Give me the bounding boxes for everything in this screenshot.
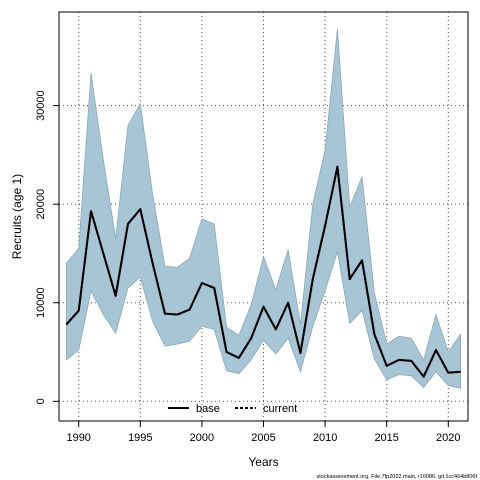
x-axis-title: Years xyxy=(248,455,278,469)
x-tick-label: 1990 xyxy=(66,432,90,444)
confidence-band-area xyxy=(65,28,462,389)
source-footer: stockassessment.org, File.7fp2022.main, … xyxy=(316,474,477,480)
x-tick-label: 2005 xyxy=(251,432,275,444)
y-tick-label: 20000 xyxy=(35,189,47,220)
series-line-current xyxy=(65,165,461,378)
x-tick-label: 2015 xyxy=(374,432,398,444)
x-tick-label: 2000 xyxy=(190,432,214,444)
y-tick-label: 0 xyxy=(35,398,47,404)
y-tick-label: 10000 xyxy=(35,287,47,318)
x-tick-label: 1995 xyxy=(128,432,152,444)
legend: base current xyxy=(168,403,297,415)
legend-label-base: base xyxy=(196,403,220,415)
legend-label-current: current xyxy=(263,403,297,415)
y-tick-label: 30000 xyxy=(35,90,47,121)
series-lines xyxy=(65,165,461,378)
y-axis: 0 10000 20000 30000 xyxy=(35,90,59,404)
x-tick-label: 2010 xyxy=(313,432,337,444)
x-tick-label: 2020 xyxy=(436,432,460,444)
x-axis: 1990 1995 2000 2005 2010 2015 2020 xyxy=(66,421,461,444)
y-axis-title: Recruits (age 1) xyxy=(10,174,24,259)
confidence-band xyxy=(65,28,462,389)
